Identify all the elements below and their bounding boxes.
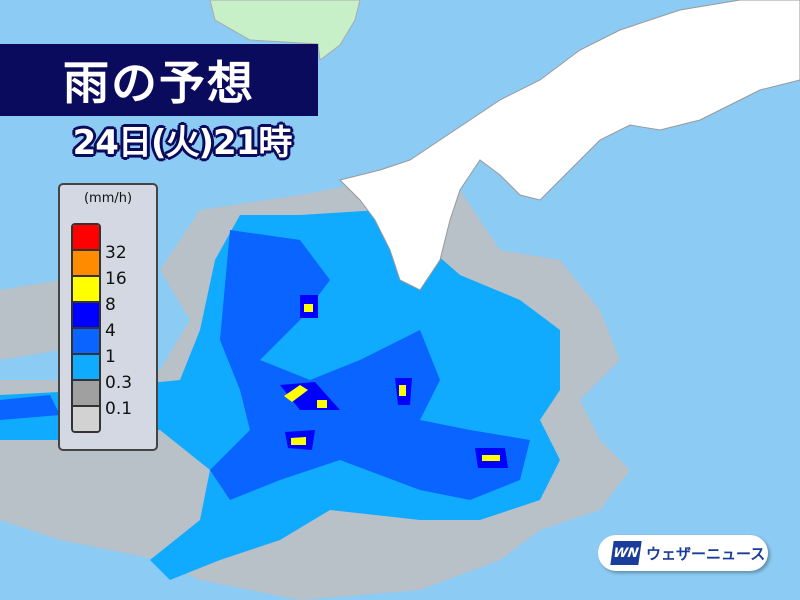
legend-swatch-32plus	[73, 225, 99, 251]
legend-swatch-1	[73, 329, 99, 355]
forecast-datetime: 24日(火)21時	[72, 122, 293, 163]
foreign-land-island	[209, 0, 361, 61]
japan-land	[339, 0, 800, 291]
wn-logo-mark: WN	[610, 541, 642, 565]
legend-swatch-0-3	[73, 355, 99, 381]
title-banner: 雨の予想	[0, 44, 318, 116]
legend-swatch-below	[73, 407, 99, 431]
legend-unit: (mm/h)	[83, 191, 133, 206]
legend-label: 32	[105, 243, 127, 263]
legend-label: 8	[105, 295, 116, 315]
legend-label: 0.1	[105, 399, 133, 419]
weathernews-logo: WN ウェザーニュース	[598, 535, 768, 571]
legend-swatch-16	[73, 251, 99, 277]
brand-name: ウェザーニュース	[646, 544, 766, 563]
legend-label: 0.3	[105, 373, 133, 393]
page-title: 雨の予想	[63, 56, 255, 110]
legend-label: 16	[105, 269, 127, 289]
rain-area-intense	[280, 295, 508, 468]
precipitation-legend: (mm/h) 32 16 8 4 1 0.3 0.1	[58, 183, 158, 451]
rain-area-heavy	[0, 230, 530, 500]
legend-label: 4	[105, 321, 116, 341]
legend-color-bar	[71, 223, 101, 433]
legend-swatch-8	[73, 277, 99, 303]
legend-label: 1	[105, 347, 116, 367]
legend-swatch-4	[73, 303, 99, 329]
legend-swatch-0-1	[73, 381, 99, 407]
